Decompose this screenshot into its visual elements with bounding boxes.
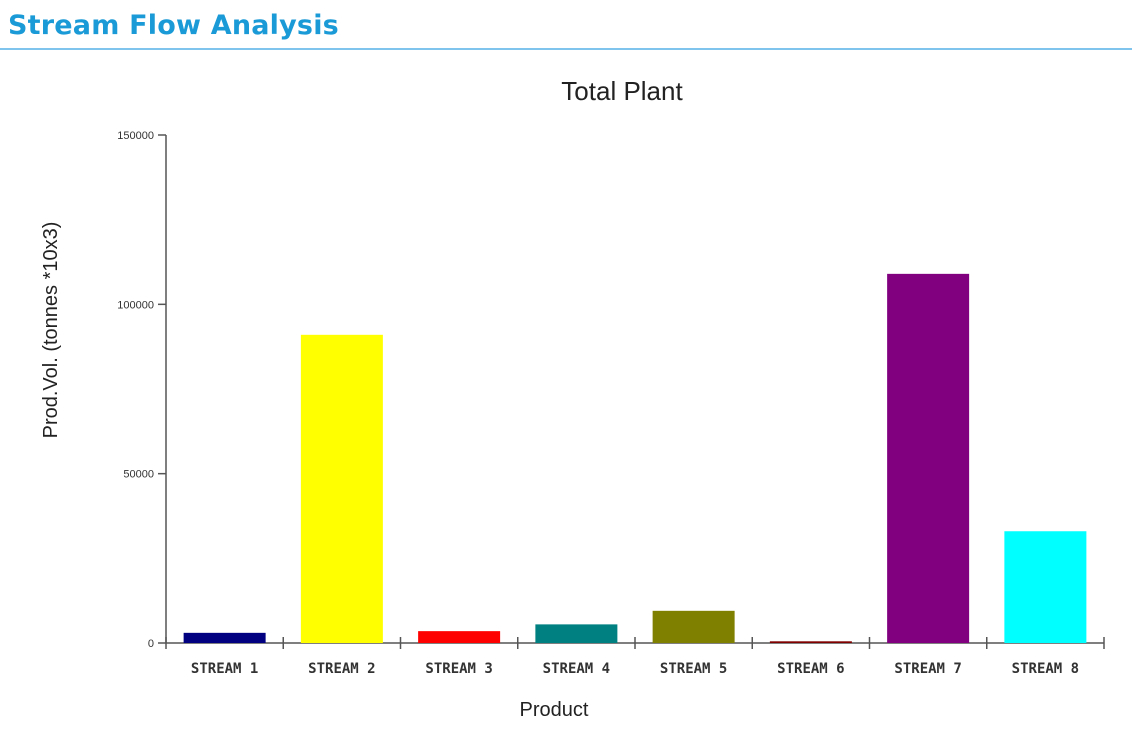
bar-stream-2 <box>300 334 383 643</box>
bar-stream-8 <box>1004 531 1087 643</box>
bar-stream-6 <box>769 641 852 643</box>
x-tick-label: STREAM 4 <box>543 661 610 677</box>
bars <box>183 273 1087 643</box>
x-tick-label: STREAM 7 <box>894 661 961 677</box>
x-ticks: STREAM 1 STREAM 2 STREAM 3 STREAM 4 STREAM 5… <box>165 637 1105 677</box>
bar-stream-5 <box>652 610 735 643</box>
x-axis-label: Product <box>520 699 589 721</box>
y-ticks: 0 50000 100000 150000 <box>117 130 166 650</box>
bar-stream-7 <box>887 273 970 643</box>
y-axis-label: Prod.Vol. (tonnes *10x3) <box>40 222 62 439</box>
x-tick-label: STREAM 6 <box>777 661 844 677</box>
page-title: Stream Flow Analysis <box>8 10 339 41</box>
page-header: Stream Flow Analysis <box>0 0 1132 50</box>
x-tick-label: STREAM 1 <box>191 661 258 677</box>
bar-stream-3 <box>418 631 501 643</box>
x-tick-label: STREAM 5 <box>660 661 727 677</box>
x-tick-label: STREAM 3 <box>425 661 492 677</box>
bar-stream-1 <box>183 632 266 643</box>
y-tick-label: 0 <box>148 638 154 650</box>
y-tick-label: 50000 <box>123 469 154 481</box>
y-tick-label: 100000 <box>117 299 154 311</box>
y-tick-label: 150000 <box>117 130 154 142</box>
x-tick-label: STREAM 2 <box>308 661 375 677</box>
x-tick-label: STREAM 8 <box>1012 661 1079 677</box>
chart-title: Total Plant <box>561 76 683 106</box>
bar-stream-4 <box>535 624 618 643</box>
